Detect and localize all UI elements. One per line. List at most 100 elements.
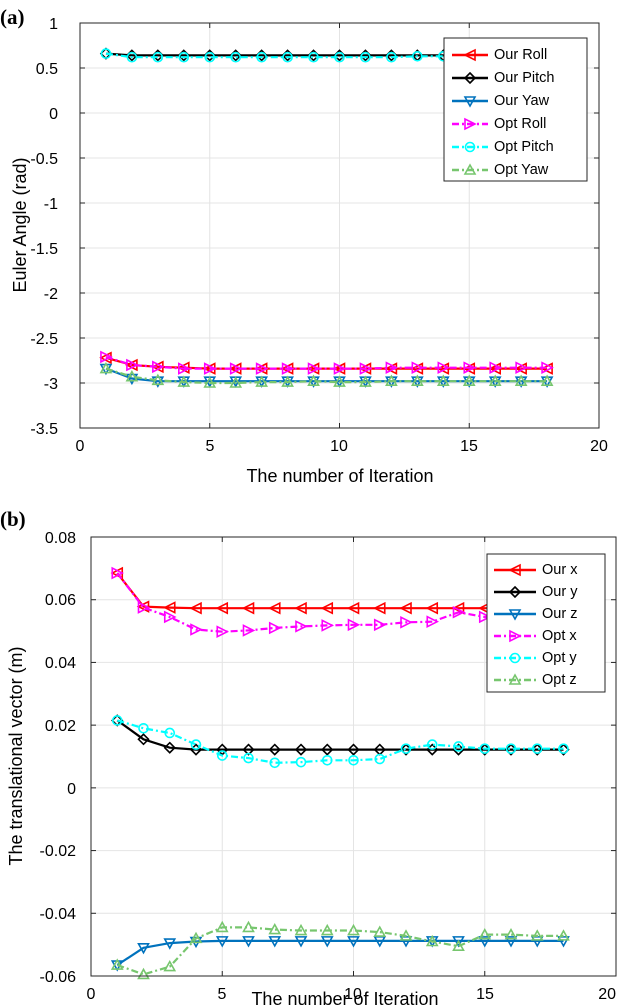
data-point-our-z (268, 936, 282, 948)
data-point-opt-x (163, 610, 177, 624)
data-point-opt-z (373, 925, 387, 937)
data-point-our-x (241, 601, 255, 615)
panel-b-ytick-label: 0.04 (45, 655, 76, 672)
data-point-opt-roll (541, 361, 554, 374)
data-point-opt-x (321, 619, 335, 632)
data-point-our-x (399, 601, 412, 615)
panel-b: (b) 0.08 0.06 0.04 0.02 0 -0.02 -0.04 -0… (0, 507, 617, 1007)
data-point-our-y (137, 733, 150, 746)
data-point-opt-y (453, 741, 464, 752)
data-point-opt-yaw (385, 374, 398, 387)
panel-b-ytick-label: 0.08 (45, 530, 76, 547)
series-line-opt-roll (105, 355, 548, 370)
legend-marker-opt-x (509, 629, 522, 643)
legend-our-y-label: Our y (542, 584, 578, 600)
legend-marker-our-z (508, 609, 522, 621)
panel-b-series (110, 566, 571, 980)
data-point-opt-roll (152, 360, 165, 374)
series-opt-roll (100, 350, 554, 375)
data-point-opt-y (243, 752, 254, 764)
panel-a-legend-box (443, 37, 588, 182)
data-point-opt-y (216, 750, 228, 761)
panel-a-ytick-label: -2 (44, 286, 58, 303)
panel-a: (a) 1 0.5 0 -0.5 -1 -1.5 -2 -2.5 -3 -3.5… (0, 5, 608, 486)
panel-b-ytick-label: -0.02 (40, 843, 77, 860)
data-point-opt-y (269, 757, 281, 769)
data-point-opt-y (426, 739, 438, 750)
legend-marker-opt-roll (464, 117, 477, 131)
data-point-opt-roll (281, 362, 295, 375)
data-point-our-y (268, 743, 281, 756)
data-point-our-x (346, 601, 360, 615)
data-point-opt-roll (385, 361, 399, 374)
legend-our-yaw-label: Our Yaw (494, 93, 550, 109)
data-point-opt-roll (203, 362, 217, 375)
panel-b-xtick-labels: 0 5 10 15 20 (87, 986, 617, 1003)
data-point-opt-y (295, 756, 307, 768)
panel-a-label: (a) (0, 5, 25, 29)
data-point-opt-z (452, 939, 465, 952)
legend-marker-opt-yaw (463, 163, 477, 175)
data-point-opt-pitch (386, 51, 397, 63)
panel-b-xtick-label: 10 (344, 986, 362, 1003)
data-point-our-y (242, 743, 255, 756)
data-point-opt-y (138, 722, 149, 734)
data-point-opt-yaw (255, 375, 269, 387)
data-point-opt-x (242, 624, 256, 637)
data-point-our-y (294, 743, 308, 756)
panel-a-ytick-label: -1 (44, 196, 58, 213)
series-opt-y (111, 715, 569, 769)
data-point-opt-yaw (281, 375, 294, 387)
data-point-our-x (162, 601, 176, 614)
data-point-opt-yaw (462, 374, 476, 387)
panel-a-xtick-label: 15 (460, 438, 478, 455)
data-point-opt-yaw (410, 374, 424, 387)
data-point-our-roll (436, 362, 450, 375)
data-point-our-y (452, 743, 465, 756)
data-point-opt-yaw (151, 373, 165, 386)
series-opt-z (110, 920, 570, 980)
data-point-opt-pitch (334, 51, 345, 63)
data-point-opt-yaw (540, 374, 554, 387)
data-point-opt-yaw (307, 374, 320, 387)
data-point-opt-z (242, 920, 255, 933)
data-point-opt-roll (333, 362, 347, 375)
data-point-opt-z (347, 923, 360, 936)
panel-a-legend-swatches (452, 48, 488, 175)
data-point-our-x (372, 601, 386, 615)
panel-b-x-axis-title: The number of Iteration (251, 989, 438, 1007)
panel-b-ytick-label: -0.04 (40, 906, 77, 923)
data-point-our-z (452, 936, 465, 948)
data-point-opt-roll (411, 361, 425, 374)
data-point-opt-roll (307, 362, 321, 375)
data-point-our-z (504, 936, 518, 948)
data-point-opt-pitch (360, 51, 371, 63)
data-point-opt-y (321, 754, 333, 766)
legend-opt-z-label: Opt z (542, 672, 577, 688)
data-point-our-y (321, 743, 334, 756)
panel-a-ytick-label: -3 (44, 376, 58, 393)
data-point-opt-z (530, 929, 544, 941)
panel-a-ytick-labels: 1 0.5 0 -0.5 -1 -1.5 -2 -2.5 -3 -3.5 (30, 16, 58, 438)
data-point-opt-y (190, 739, 202, 750)
series-opt-yaw (99, 361, 554, 388)
data-point-our-roll (540, 362, 553, 375)
data-point-opt-pitch (100, 48, 112, 59)
legend-opt-pitch-label: Opt Pitch (494, 139, 554, 155)
data-point-opt-x (478, 610, 492, 624)
data-point-opt-yaw (514, 374, 528, 387)
panel-a-x-axis-title: The number of Iteration (246, 466, 433, 486)
data-point-our-x (267, 601, 281, 615)
panel-a-ytick-label: 1 (49, 16, 58, 33)
data-point-our-y (163, 741, 176, 754)
data-point-our-yaw (125, 373, 139, 386)
panel-a-ytick-label: -2.5 (30, 331, 58, 348)
series-line-opt-z (116, 926, 564, 976)
panel-b-legend-box (486, 553, 606, 693)
data-point-opt-x (190, 623, 203, 636)
data-point-opt-yaw (359, 375, 372, 387)
data-point-our-x (294, 601, 307, 615)
data-point-opt-roll (255, 362, 269, 375)
data-point-opt-roll (178, 362, 191, 375)
legend-our-z-label: Our z (542, 606, 577, 622)
